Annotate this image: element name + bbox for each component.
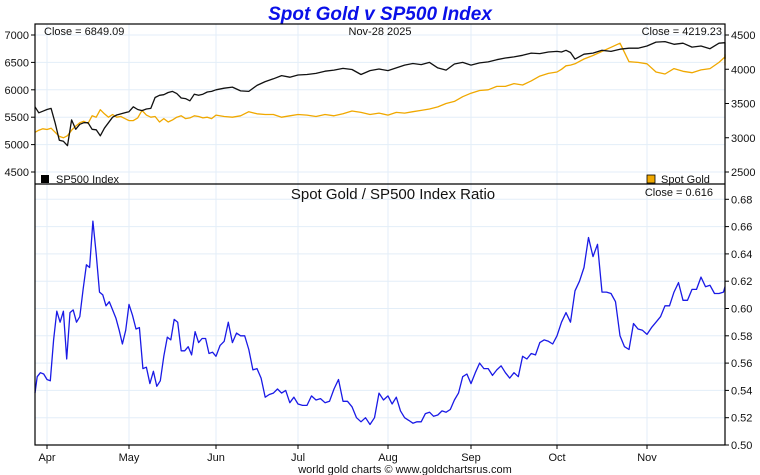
x-tick-label: Apr xyxy=(38,452,55,464)
left-y-tick-label: 7000 xyxy=(5,30,29,42)
x-tick-label: Aug xyxy=(378,452,398,464)
upper-plot xyxy=(34,40,726,147)
ratio-y-tick-label: 0.54 xyxy=(731,385,752,397)
right-y-tick-label: 3500 xyxy=(731,99,755,111)
left-y-tick-label: 5000 xyxy=(5,140,29,152)
x-tick-label: Oct xyxy=(548,452,565,464)
ratio-y-tick-label: 0.56 xyxy=(731,358,752,370)
ratio-y-tick-label: 0.64 xyxy=(731,249,752,261)
left-y-tick-label: 6500 xyxy=(5,57,29,69)
sp500-legend-swatch xyxy=(41,175,49,183)
ratio-y-tick-label: 0.68 xyxy=(731,194,752,206)
gold-line xyxy=(34,42,726,139)
chart-title: Spot Gold v SP500 Index xyxy=(268,4,493,25)
gold-close-label: Close = 4219.23 xyxy=(642,26,722,38)
left-y-tick-label: 6000 xyxy=(5,85,29,97)
plot-frame xyxy=(34,23,726,446)
ratio-line xyxy=(34,220,726,426)
axes: Apr May Jun Jul Aug Sep Oct Nov 4500 5000 5500 6000… xyxy=(5,30,756,464)
left-y-tick-label: 4500 xyxy=(5,167,29,179)
ratio-y-tick-label: 0.62 xyxy=(731,276,752,288)
x-tick-label: May xyxy=(119,452,140,464)
sp500-legend-label: SP500 Index xyxy=(56,174,119,186)
ratio-y-tick-label: 0.52 xyxy=(731,413,752,425)
sp500-line xyxy=(34,40,726,147)
x-tick-label: Sep xyxy=(461,452,481,464)
x-tick-label: Nov xyxy=(637,452,657,464)
lower-plot xyxy=(34,220,726,426)
gold-legend-label: Spot Gold xyxy=(661,174,710,186)
left-y-tick-label: 5500 xyxy=(5,112,29,124)
ratio-y-tick-label: 0.66 xyxy=(731,222,752,234)
right-y-tick-label: 3000 xyxy=(731,133,755,145)
ratio-y-tick-label: 0.60 xyxy=(731,304,752,316)
grid xyxy=(35,24,725,445)
right-y-tick-label: 4500 xyxy=(731,30,755,42)
footer-credit: world gold charts © www.goldchartsrus.co… xyxy=(297,464,512,475)
ratio-subtitle: Spot Gold / SP500 Index Ratio xyxy=(291,186,495,203)
gold-legend-swatch xyxy=(646,174,656,184)
right-y-tick-label: 2500 xyxy=(731,167,755,179)
right-y-tick-label: 4000 xyxy=(731,64,755,76)
ratio-y-tick-label: 0.50 xyxy=(731,440,752,452)
date-label: Nov-28 2025 xyxy=(349,26,412,38)
sp500-close-label: Close = 6849.09 xyxy=(44,26,124,38)
ratio-close-label: Close = 0.616 xyxy=(645,187,713,199)
x-tick-label: Jul xyxy=(291,452,305,464)
ratio-y-tick-label: 0.58 xyxy=(731,331,752,343)
x-tick-label: Jun xyxy=(207,452,225,464)
